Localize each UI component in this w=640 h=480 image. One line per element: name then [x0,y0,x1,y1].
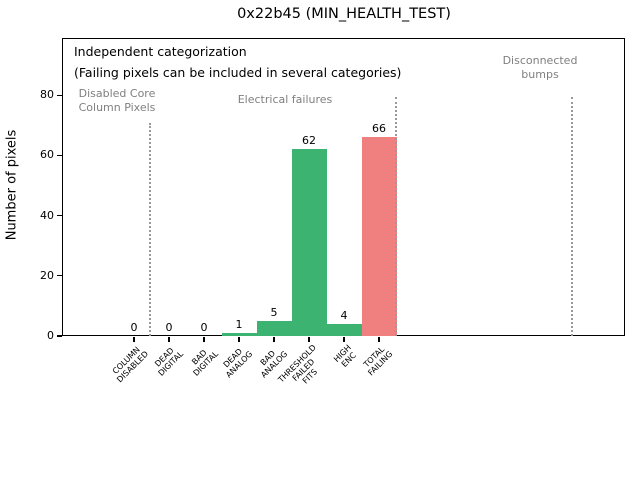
section-separator-line [149,123,151,336]
bar-value-label: 5 [270,305,278,319]
y-tick [57,335,62,337]
plot-area [62,38,625,336]
bar-threshold-failed-fits [291,149,327,336]
x-tick-label: COLUMN DISABLED [110,345,150,385]
bar-total-failing [361,137,397,336]
x-tick-label: DEAD DIGITAL [152,345,185,378]
bar-value-label: 66 [372,122,386,136]
y-tick [57,154,62,156]
y-tick [57,275,62,277]
x-tick-label: DEAD ANALOG [222,346,255,380]
bar-value-label: 1 [235,317,243,331]
x-tick-label: HIGH ENC [332,343,359,369]
bar-dead-analog [221,332,257,336]
x-tick [203,337,205,342]
categorization-subnote: (Failing pixels can be included in sever… [74,65,402,80]
y-tick [57,214,62,217]
x-tick [238,337,240,342]
bar-value-label: 0 [165,321,173,334]
bar-value-label: 0 [130,321,138,334]
disabled-core-section-label: Disabled Core Column Pixels [78,87,156,115]
y-tick-label: 60 [40,148,54,162]
section-separator-line [395,97,397,336]
y-tick [57,94,62,96]
y-tick-label: 20 [40,268,54,282]
x-tick [168,337,170,342]
x-tick-label: BAD DIGITAL [189,348,220,378]
y-axis-label: Number of pixels [4,129,20,241]
y-tick-label: 40 [40,208,54,222]
x-tick [378,337,380,342]
bar-value-label: 0 [200,321,208,334]
bar-value-label: 4 [340,308,348,322]
electrical-failures-section-label: Electrical failures [237,93,333,106]
y-tick-label: 80 [40,88,54,102]
disconnected-bumps-section-label: Disconnected bumps [502,54,578,82]
bar-value-label: 62 [302,134,316,148]
chart-title: 0x22b45 (MIN_HEALTH_TEST) [237,6,451,22]
x-tick-label: TOTAL FAILING [362,344,395,378]
bar-high-enc [326,323,362,336]
x-tick [273,337,275,342]
section-separator-line [571,97,573,336]
x-tick [308,337,310,342]
x-tick [133,337,135,342]
x-tick [343,337,345,342]
independent-categorization-note: Independent categorization [74,44,247,59]
y-tick-label: 0 [47,329,54,342]
bar-bad-analog [256,320,292,336]
